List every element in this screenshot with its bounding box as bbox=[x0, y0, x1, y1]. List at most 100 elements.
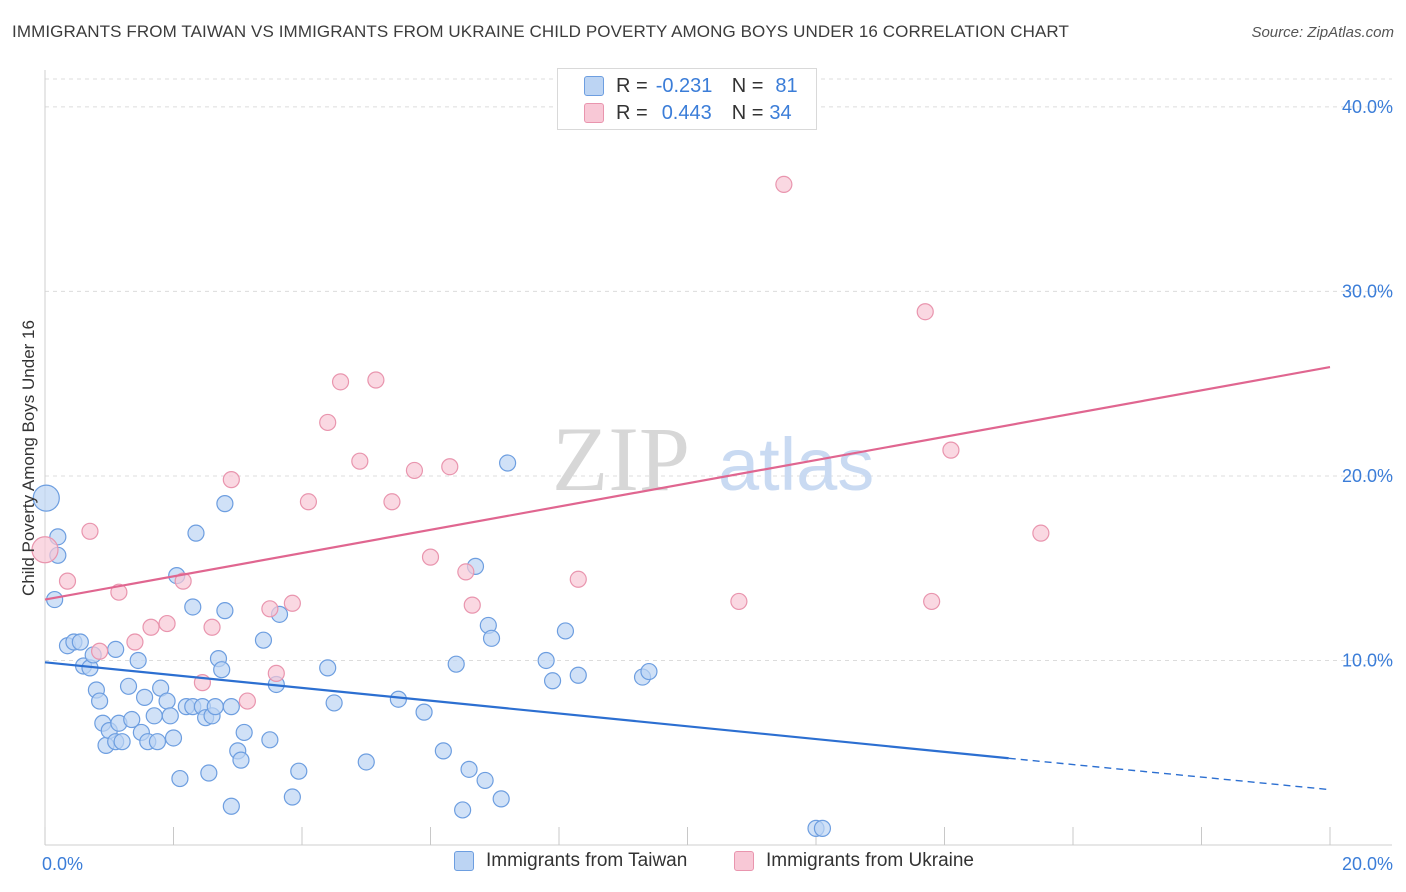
legend-ukraine-label: Immigrants from Ukraine bbox=[766, 850, 974, 871]
watermark-zip: ZIP bbox=[552, 408, 690, 510]
taiwan-point-28 bbox=[158, 692, 176, 710]
taiwan-point-34 bbox=[184, 598, 202, 616]
taiwan-point-43 bbox=[213, 661, 231, 679]
ukraine-point-30 bbox=[916, 303, 934, 321]
ukraine-trend-line bbox=[44, 366, 1331, 601]
ukraine-point-17 bbox=[319, 413, 337, 432]
taiwan-point-46 bbox=[222, 797, 240, 815]
legend-ukraine-swatch bbox=[734, 851, 754, 871]
taiwan-point-45 bbox=[216, 602, 234, 620]
ukraine-point-1 bbox=[58, 572, 77, 590]
taiwan-point-70 bbox=[492, 790, 510, 808]
trend-lines bbox=[44, 366, 1331, 791]
series-legend: Immigrants from Taiwan Immigrants from U… bbox=[0, 850, 1406, 878]
taiwan-point-26 bbox=[148, 733, 167, 751]
ukraine-r-label: R = bbox=[616, 101, 648, 124]
ukraine-point-7 bbox=[158, 614, 176, 633]
taiwan-point-44 bbox=[216, 495, 234, 513]
x-tick-label-20: 20.0% bbox=[1342, 854, 1393, 874]
correlation-legend: R = -0.231 N = 81 R = 0.443 N = 34 bbox=[557, 68, 817, 130]
taiwan-point-79 bbox=[813, 819, 832, 837]
taiwan-n-label: N = bbox=[731, 74, 764, 97]
ukraine-point-26 bbox=[463, 596, 481, 614]
taiwan-point-56 bbox=[290, 762, 308, 780]
ukraine-point-16 bbox=[299, 493, 318, 511]
taiwan-point-63 bbox=[447, 655, 465, 673]
ukraine-point-23 bbox=[421, 548, 440, 566]
taiwan-point-64 bbox=[454, 801, 472, 819]
taiwan-point-71 bbox=[499, 454, 517, 472]
ukraine-point-15 bbox=[283, 594, 301, 612]
ukraine-point-20 bbox=[367, 371, 385, 389]
taiwan-point-73 bbox=[543, 672, 562, 690]
legend-item-taiwan[interactable]: Immigrants from Taiwan bbox=[454, 850, 687, 872]
ukraine-point-22 bbox=[405, 461, 424, 480]
ukraine-point-8 bbox=[174, 572, 192, 590]
ukraine-point-32 bbox=[942, 441, 960, 459]
grid-lines bbox=[45, 78, 1392, 661]
ukraine-point-21 bbox=[383, 493, 401, 511]
taiwan-point-69 bbox=[482, 629, 501, 647]
ukraine-point-6 bbox=[142, 618, 160, 636]
legend-item-ukraine[interactable]: Immigrants from Ukraine bbox=[734, 850, 974, 872]
taiwan-swatch bbox=[584, 76, 604, 96]
taiwan-point-32 bbox=[171, 769, 189, 788]
ukraine-point-4 bbox=[110, 583, 128, 601]
taiwan-point-29 bbox=[161, 707, 179, 725]
legend-taiwan-label: Immigrants from Taiwan bbox=[486, 850, 688, 871]
ukraine-point-31 bbox=[923, 592, 941, 611]
ukraine-point-5 bbox=[126, 633, 144, 651]
taiwan-point-59 bbox=[357, 753, 375, 771]
y-tick-label-20: 20.0% bbox=[1342, 466, 1393, 486]
ukraine-point-3 bbox=[91, 642, 109, 660]
ukraine-r-value: 0.443 bbox=[661, 101, 712, 124]
ukraine-point-25 bbox=[457, 563, 475, 581]
taiwan-point-55 bbox=[283, 788, 301, 806]
taiwan-point-18 bbox=[107, 640, 125, 659]
ukraine-point-11 bbox=[222, 471, 240, 489]
ukraine-point-33 bbox=[1032, 524, 1050, 542]
ukraine-point-14 bbox=[267, 664, 285, 682]
taiwan-point-6 bbox=[71, 633, 89, 651]
taiwan-point-17 bbox=[113, 733, 131, 751]
ukraine-point-12 bbox=[238, 692, 256, 710]
source-label: Source: ZipAtlas.com bbox=[1251, 24, 1394, 41]
ukraine-point-19 bbox=[351, 452, 369, 470]
taiwan-point-72 bbox=[537, 651, 555, 670]
ukraine-point-10 bbox=[203, 618, 221, 636]
taiwan-point-52 bbox=[261, 731, 279, 749]
tick-labels: 10.0% 20.0% 30.0% 40.0% 0.0% 20.0% bbox=[42, 97, 1393, 874]
taiwan-point-47 bbox=[222, 698, 240, 716]
taiwan-point-41 bbox=[206, 698, 224, 716]
y-axis-label: Child Poverty Among Boys Under 16 bbox=[19, 320, 38, 596]
legend-taiwan-swatch bbox=[454, 851, 474, 871]
taiwan-point-61 bbox=[415, 703, 433, 721]
y-tick-label-30: 30.0% bbox=[1342, 281, 1393, 301]
taiwan-point-58 bbox=[325, 694, 343, 712]
taiwan-point-19 bbox=[119, 677, 138, 695]
taiwan-r-value: -0.231 bbox=[655, 74, 713, 97]
taiwan-point-25 bbox=[145, 707, 163, 725]
taiwan-point-39 bbox=[200, 764, 218, 782]
taiwan-point-67 bbox=[476, 771, 494, 790]
taiwan-point-36 bbox=[187, 524, 205, 542]
taiwan-point-57 bbox=[319, 659, 337, 677]
taiwan-trend-line bbox=[44, 661, 1009, 760]
ukraine-n-value: 34 bbox=[769, 101, 792, 124]
ukraine-point-27 bbox=[569, 570, 587, 588]
taiwan-point-49 bbox=[232, 751, 250, 769]
ukraine-n-label: N = bbox=[731, 101, 764, 124]
taiwan-point-62 bbox=[434, 742, 452, 760]
legend-row-taiwan: R = -0.231 N = 81 bbox=[584, 73, 798, 99]
taiwan-point-74 bbox=[556, 622, 575, 640]
y-tick-label-40: 40.0% bbox=[1342, 97, 1393, 117]
ukraine-swatch bbox=[584, 103, 604, 123]
taiwan-point-21 bbox=[129, 651, 147, 670]
taiwan-trend-line-extension bbox=[1008, 757, 1331, 791]
taiwan-point-11 bbox=[91, 692, 109, 710]
taiwan-point-75 bbox=[569, 666, 587, 684]
taiwan-point-23 bbox=[135, 688, 154, 706]
taiwan-point-30 bbox=[164, 729, 183, 747]
ukraine-point-18 bbox=[331, 373, 350, 391]
data-points bbox=[31, 175, 1050, 837]
